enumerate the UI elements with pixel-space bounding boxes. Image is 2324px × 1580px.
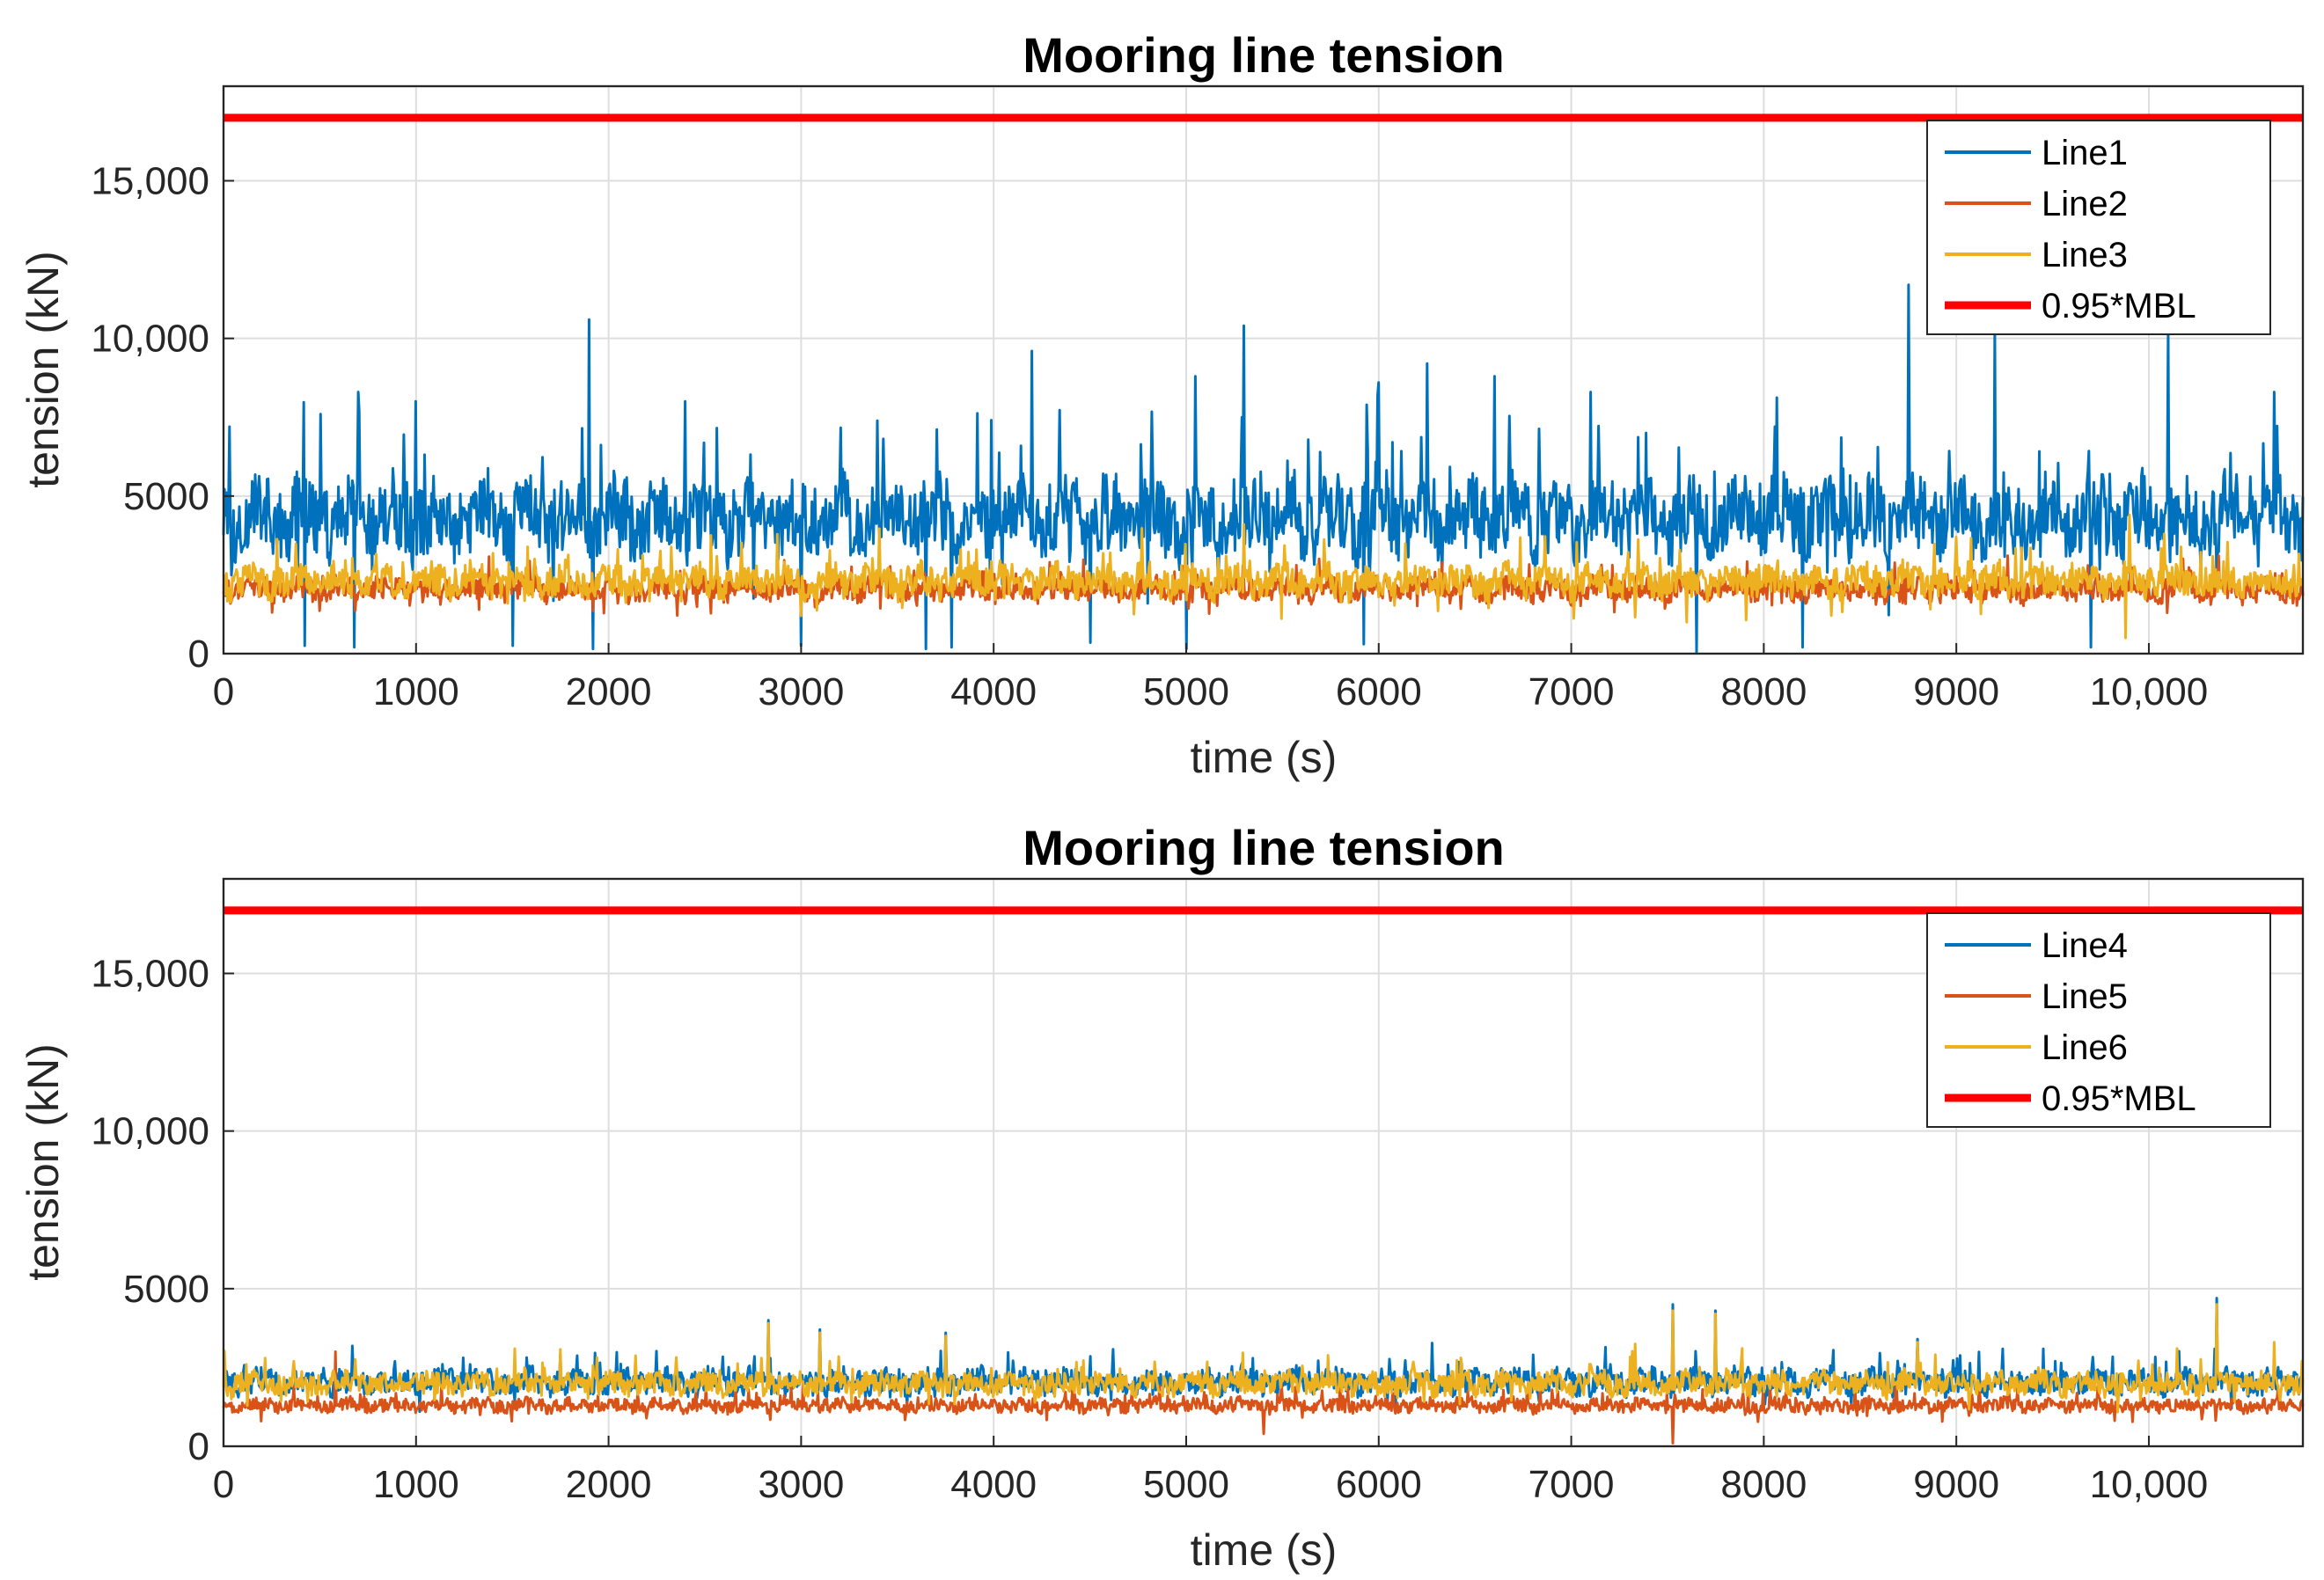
top-x-tick-label: 9000 — [1913, 670, 1999, 713]
bottom-x-tick-label: 10,000 — [2090, 1463, 2209, 1506]
top-y-axis-label: tension (kN) — [18, 251, 68, 488]
bottom-y-tick-label: 15,000 — [91, 953, 209, 996]
top-legend-label: Line2 — [2042, 185, 2128, 223]
bottom-y-axis-label: tension (kN) — [18, 1043, 68, 1281]
bottom-series-layer — [222, 906, 2305, 1445]
bottom-x-tick-label: 2000 — [566, 1463, 652, 1506]
bottom-chart-panel: 0 1000 2000 3000 4000 5000 6000 7000 8000 9000 10,… — [18, 820, 2305, 1575]
top-series-line3 — [222, 513, 2305, 640]
top-plot-border — [222, 84, 2305, 655]
top-x-tick-label: 2000 — [566, 670, 652, 713]
bottom-x-tick-label: 1000 — [373, 1463, 459, 1506]
bottom-ticks: 0 1000 2000 3000 4000 5000 6000 7000 8000 9000 10,… — [91, 953, 2208, 1507]
bottom-legend-label: Line4 — [2042, 926, 2128, 965]
top-x-tick-label: 3000 — [758, 670, 844, 713]
bottom-x-tick-label: 7000 — [1529, 1463, 1615, 1506]
top-x-tick-label: 8000 — [1720, 670, 1807, 713]
bottom-series-line6 — [222, 1303, 2305, 1414]
top-y-tick-label: 5000 — [123, 475, 209, 518]
top-x-tick-label: 4000 — [950, 670, 1037, 713]
bottom-x-tick-label: 6000 — [1336, 1463, 1422, 1506]
top-x-tick-label: 7000 — [1529, 670, 1615, 713]
bottom-legend-label: Line5 — [2042, 977, 2128, 1016]
bottom-x-axis-label: time (s) — [1191, 1525, 1338, 1575]
bottom-x-tick-label: 4000 — [950, 1463, 1037, 1506]
bottom-x-tick-label: 9000 — [1913, 1463, 1999, 1506]
bottom-y-tick-label: 0 — [188, 1425, 209, 1468]
bottom-x-tick-label: 8000 — [1720, 1463, 1807, 1506]
top-y-tick-label: 10,000 — [91, 318, 209, 361]
top-chart-panel: 0 1000 2000 3000 4000 5000 6000 7000 8000 9000 10,… — [18, 27, 2305, 782]
top-x-tick-label: 1000 — [373, 670, 459, 713]
bottom-legend-box — [1926, 912, 2271, 1128]
bottom-x-tick-label: 0 — [213, 1463, 234, 1506]
bottom-chart-title: Mooring line tension — [1023, 820, 1505, 875]
top-x-tick-label: 10,000 — [2090, 670, 2209, 713]
top-ticks: 0 1000 2000 3000 4000 5000 6000 7000 8000 9000 10,… — [91, 160, 2208, 714]
bottom-series-line5 — [222, 1350, 2305, 1445]
top-legend-box — [1926, 120, 2271, 335]
bottom-x-tick-label: 5000 — [1143, 1463, 1229, 1506]
bottom-series-line4 — [222, 1297, 2305, 1414]
bottom-x-tick-label: 3000 — [758, 1463, 844, 1506]
bottom-legend-label: Line6 — [2042, 1028, 2128, 1067]
top-series-line1 — [222, 283, 2305, 654]
bottom-legend-label: 0.95*MBL — [2042, 1079, 2196, 1118]
bottom-legend: Line4 Line5 Line6 0.95*MBL — [1926, 912, 2271, 1128]
top-x-tick-label: 6000 — [1336, 670, 1422, 713]
top-legend-label: Line1 — [2042, 134, 2128, 172]
top-legend-label: 0.95*MBL — [2042, 287, 2196, 326]
top-chart-title: Mooring line tension — [1023, 27, 1505, 83]
top-y-tick-label: 0 — [188, 633, 209, 676]
top-y-tick-label: 15,000 — [91, 160, 209, 203]
bottom-plot-border — [222, 877, 2305, 1448]
top-legend-label: Line3 — [2042, 236, 2128, 274]
top-x-axis-label: time (s) — [1191, 733, 1338, 782]
top-x-tick-label: 5000 — [1143, 670, 1229, 713]
bottom-y-tick-label: 10,000 — [91, 1110, 209, 1153]
top-legend: Line1 Line2 Line3 0.95*MBL — [1926, 120, 2271, 335]
top-series-layer — [222, 113, 2305, 654]
top-x-tick-label: 0 — [213, 670, 234, 713]
bottom-y-tick-label: 5000 — [123, 1268, 209, 1311]
